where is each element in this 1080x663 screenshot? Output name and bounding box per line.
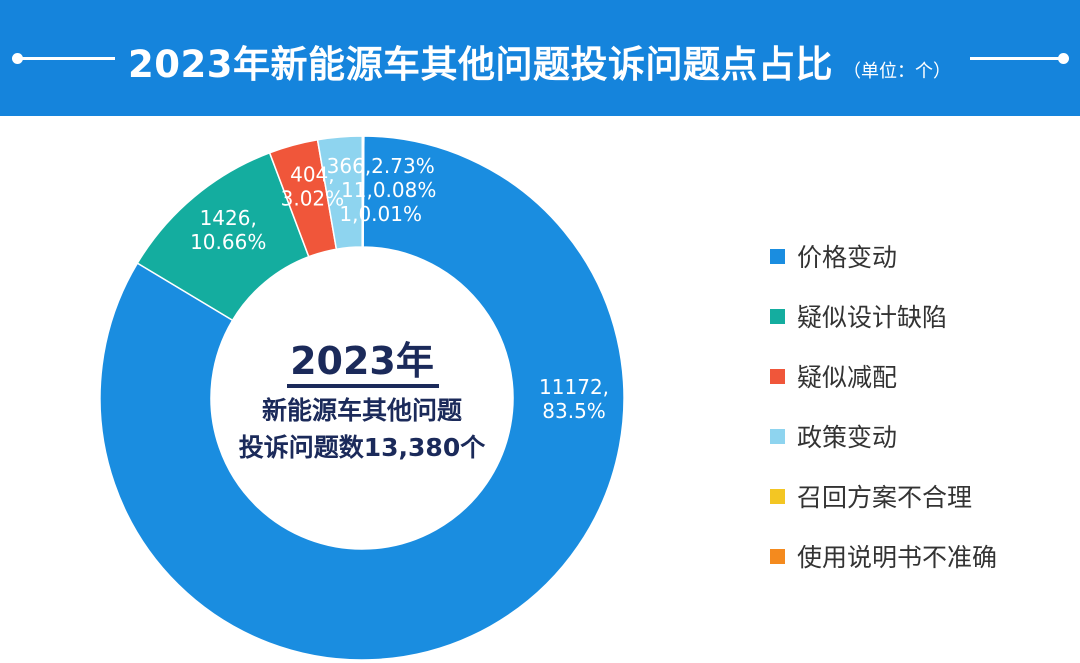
chart-unit: （单位：个）	[842, 61, 951, 82]
slice-label-policy-change: 366,2.73%	[327, 154, 435, 178]
chart-title: 2023年新能源车其他问题投诉问题点占比	[128, 43, 833, 86]
header-banner: 2023年新能源车其他问题投诉问题点占比 （单位：个）	[0, 0, 1080, 116]
legend-label: 政策变动	[797, 423, 898, 452]
legend-swatch	[770, 368, 785, 384]
slice-label-recall-plan: 11,0.08%	[341, 178, 436, 202]
legend-label: 召回方案不合理	[797, 483, 973, 512]
legend-item: 疑似设计缺陷	[770, 286, 997, 346]
legend: 价格变动疑似设计缺陷 疑似减配政策变动召回方案不合理 使用说明书不准确	[770, 226, 997, 586]
legend-label: 疑似减配	[797, 363, 898, 392]
title-right-line	[970, 57, 1060, 60]
legend-swatch	[770, 248, 785, 264]
legend-item: 政策变动	[770, 406, 997, 466]
donut-slice	[362, 135, 365, 248]
legend-swatch	[770, 308, 785, 324]
donut-chart: 11172, 83.5% 1426, 10.66% 404, 3.02%366,2.73%…	[99, 135, 625, 661]
donut-slices	[99, 135, 625, 661]
center-underline	[287, 384, 439, 388]
slice-label-design-defect: 1426, 10.66%	[190, 206, 266, 254]
legend-item: 召回方案不合理	[770, 466, 997, 526]
legend-item: 疑似减配	[770, 346, 997, 406]
title-wrap: 2023年新能源车其他问题投诉问题点占比 （单位：个）	[128, 34, 951, 86]
center-text: 2023年 新能源车其他问题 投诉问题数13,380个	[239, 339, 486, 462]
slice-label-price-change: 11172, 83.5%	[539, 375, 609, 423]
legend-label: 价格变动	[797, 243, 898, 272]
slice-labels: 11172, 83.5% 1426, 10.66% 404, 3.02%366,2.73%…	[190, 154, 609, 423]
legend-label: 疑似设计缺陷	[797, 303, 948, 332]
legend-item: 使用说明书不准确	[770, 526, 997, 586]
legend-label: 使用说明书不准确	[797, 543, 998, 572]
title-left-dot	[12, 53, 23, 64]
center-year: 2023年	[290, 339, 434, 383]
center-total: 投诉问题数13,380个	[239, 433, 486, 462]
center-subtitle: 新能源车其他问题	[262, 396, 462, 425]
legend-swatch	[770, 488, 785, 504]
slice-label-manual: 1,0.01%	[339, 202, 422, 226]
title-left-line	[20, 57, 115, 60]
legend-item: 价格变动	[770, 226, 997, 286]
legend-swatch	[770, 548, 785, 564]
slice-label-reduced-config: 404, 3.02%	[281, 162, 345, 210]
title-right-dot	[1058, 53, 1069, 64]
donut-slice	[99, 135, 625, 661]
legend-swatch	[770, 428, 785, 444]
